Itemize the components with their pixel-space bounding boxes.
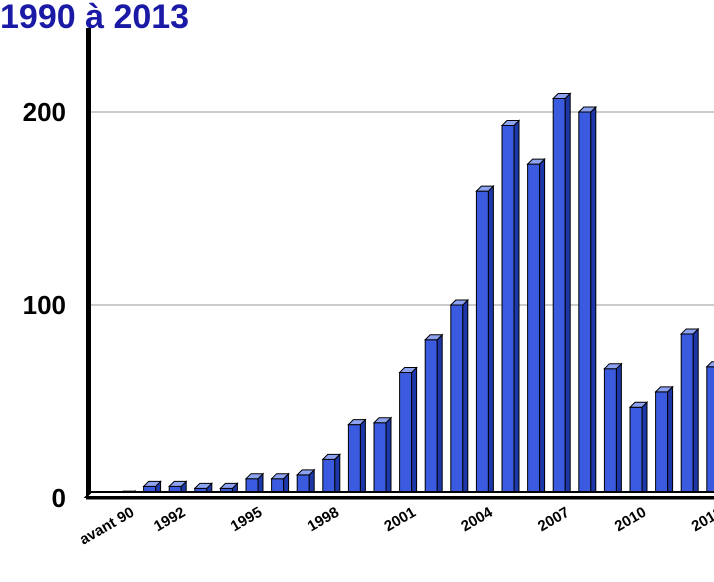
bar — [449, 298, 470, 500]
bar — [577, 105, 598, 500]
x-tick-label: 2010 — [612, 504, 649, 535]
x-tick-label: 1998 — [305, 504, 342, 535]
x-tick-label: 2007 — [535, 504, 572, 535]
y-tick-labels: 0 100 200 — [23, 97, 66, 513]
x-tick-label: 2013 — [689, 504, 714, 535]
bars — [116, 92, 714, 500]
bar — [500, 119, 521, 500]
x-tick-label: avant 90 — [77, 504, 138, 549]
x-tick-label: 2004 — [458, 503, 496, 535]
x-tick-labels: avant 90 1992 1995 1998 2001 2004 2007 2010 2013 — [77, 503, 714, 548]
axes — [83, 28, 714, 500]
y-tick-label: 0 — [52, 483, 66, 513]
bar — [372, 416, 393, 500]
x-tick-label: 2001 — [381, 504, 418, 535]
x-tick-label: 1992 — [151, 504, 188, 535]
y-axis-line — [86, 28, 91, 498]
bar — [423, 333, 444, 500]
y-tick-label: 100 — [23, 290, 66, 320]
bar — [475, 184, 495, 500]
bar — [347, 418, 367, 500]
bar — [398, 366, 418, 500]
chart-title: 1990 à 2013 — [0, 0, 190, 36]
bar — [705, 361, 714, 499]
bar — [551, 92, 572, 500]
x-tick-label: 1995 — [228, 504, 265, 535]
bar — [654, 385, 674, 500]
y-tick-label: 200 — [23, 97, 66, 127]
floor-3d — [83, 491, 714, 498]
bar — [679, 327, 700, 500]
gridlines — [91, 111, 714, 306]
bar — [603, 362, 623, 500]
bar — [526, 157, 546, 500]
bar — [628, 401, 649, 500]
